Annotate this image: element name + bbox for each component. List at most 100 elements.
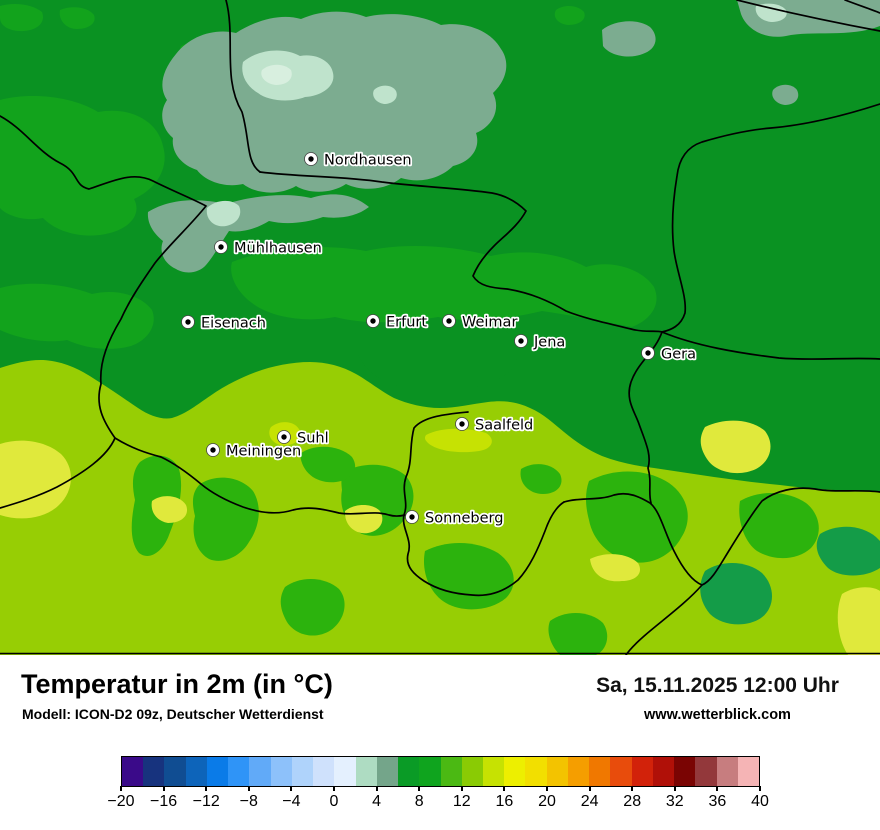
colorbar-tick-label: 16 (495, 793, 514, 810)
colorbar-segment (652, 757, 675, 786)
colorbar-tick-label: 12 (452, 793, 471, 810)
colorbar-tick-label: −4 (282, 793, 301, 810)
city-marker-group: Mühlhausen (214, 239, 324, 258)
colorbar-tick-label: 8 (414, 793, 424, 810)
city-marker-dot (308, 156, 314, 162)
city-marker-group: Suhl (277, 429, 330, 448)
temp-fill-blob (590, 554, 641, 582)
colorbar-segment (228, 757, 250, 786)
colorbar-segment (355, 757, 377, 786)
city-marker-dot (370, 318, 376, 324)
colorbar-segment (143, 757, 165, 786)
temp-fill-blob (0, 96, 165, 236)
colorbar-segment (206, 757, 229, 786)
colorbar-tick-label: −8 (239, 793, 258, 810)
colorbar-tick (673, 786, 676, 791)
colorbar-segment (313, 757, 335, 786)
city-marker-dot (185, 319, 191, 325)
colorbar-ticks (120, 786, 761, 792)
colorbar-segment (546, 757, 568, 786)
city-marker-group: Sonneberg (405, 509, 505, 528)
temp-fill-blob (548, 612, 608, 655)
city-label: Erfurt (386, 315, 427, 331)
city-layer: Nordhausen Mühlhausen Eisenach Erfurt Weimar… (181, 151, 698, 528)
city-marker-dot (645, 350, 651, 356)
city-label: Jena (533, 335, 565, 351)
state-border-line (844, 0, 880, 14)
temp-fill-blob (423, 542, 514, 610)
state-border-line (114, 437, 406, 517)
colorbar-tick (120, 786, 122, 791)
temp-fill-blob (231, 245, 657, 327)
model-info: Modell: ICON-D2 09z, Deutscher Wetterdie… (22, 706, 324, 722)
city-marker-dot (446, 318, 452, 324)
temp-fill-blob (602, 21, 656, 57)
city-marker-dot (459, 421, 465, 427)
city-label: Weimar (462, 315, 517, 331)
colorbar-tick-label: 0 (329, 793, 339, 810)
temp-fill-blob (354, 320, 518, 390)
colorbar-segment (122, 757, 144, 786)
colorbar-segment (695, 757, 717, 786)
colorbar-tick (205, 786, 208, 791)
temp-fill-blob (261, 64, 292, 85)
state-border-line (628, 331, 663, 504)
city-marker-dot (518, 338, 524, 344)
city-marker-group: Weimar (442, 313, 519, 332)
state-border-line (661, 103, 880, 333)
map-title: Temperatur in 2m (in °C) (21, 669, 333, 699)
colorbar-tick (460, 786, 463, 791)
colorbar-tick-label: −20 (107, 793, 135, 810)
colorbar-segment (398, 757, 420, 786)
colorbar-tick-label: 4 (372, 793, 382, 810)
city-label: Saalfeld (475, 418, 533, 434)
colorbar-tick (247, 786, 250, 791)
colorbar-segment (419, 757, 441, 786)
colorbar-segment (674, 757, 696, 786)
state-border-line (259, 171, 663, 333)
colorbar-tick (418, 786, 421, 791)
colorbar-tick (333, 786, 335, 791)
city-label: Meiningen (226, 444, 301, 460)
temp-fill-blob (147, 194, 369, 273)
state-border-line (225, 0, 261, 173)
city-marker-dot (218, 244, 224, 250)
temp-fill-blob (206, 200, 241, 227)
state-border-line (402, 411, 565, 597)
colorbar-segment (185, 757, 207, 786)
colorbar-tick-label: −12 (192, 793, 220, 810)
colorbar-segment (504, 757, 526, 786)
city-marker-dot (409, 514, 415, 520)
colorbar-tick (375, 786, 378, 791)
state-borders (0, 0, 880, 655)
website-credit: www.wetterblick.com (644, 707, 791, 723)
colorbar-tick-label: 32 (665, 793, 684, 810)
colorbar-tick (588, 786, 591, 791)
temp-fill-blob (280, 578, 345, 636)
colorbar-tick (759, 786, 761, 791)
temp-fill-blob (586, 471, 688, 563)
colorbar-tick (290, 786, 293, 791)
colorbar-tick (503, 786, 506, 791)
city-marker-group: Meiningen (206, 442, 303, 461)
state-border-line (0, 115, 207, 509)
city-marker-group: Erfurt (366, 313, 429, 332)
temp-fill-blob (700, 562, 773, 625)
temp-fill-blob (59, 7, 95, 30)
colorbar-labels: −20 −16 −12 −8 −4 0 4 8 12 16 20 24 28 32 36 40 (107, 793, 768, 813)
colorbar-segment (440, 757, 462, 786)
temp-fill-blob (344, 505, 383, 534)
temp-fill-blob (739, 492, 819, 559)
temperature-map: Nordhausen Mühlhausen Eisenach Erfurt Weimar… (0, 0, 880, 655)
colorbar-segment (461, 757, 483, 786)
state-border-line (736, 0, 880, 32)
temp-fill-blob (0, 283, 154, 349)
temp-fill-blob (816, 526, 880, 576)
map-svg: Nordhausen Mühlhausen Eisenach Erfurt Weimar… (0, 0, 880, 655)
temp-fill-blob (700, 420, 771, 474)
city-marker-group: Gera (641, 345, 698, 364)
temp-fill-blob (520, 464, 562, 494)
colorbar-segment (589, 757, 611, 786)
city-marker-group: Eisenach (181, 314, 268, 333)
colorbar-tick (546, 786, 548, 791)
